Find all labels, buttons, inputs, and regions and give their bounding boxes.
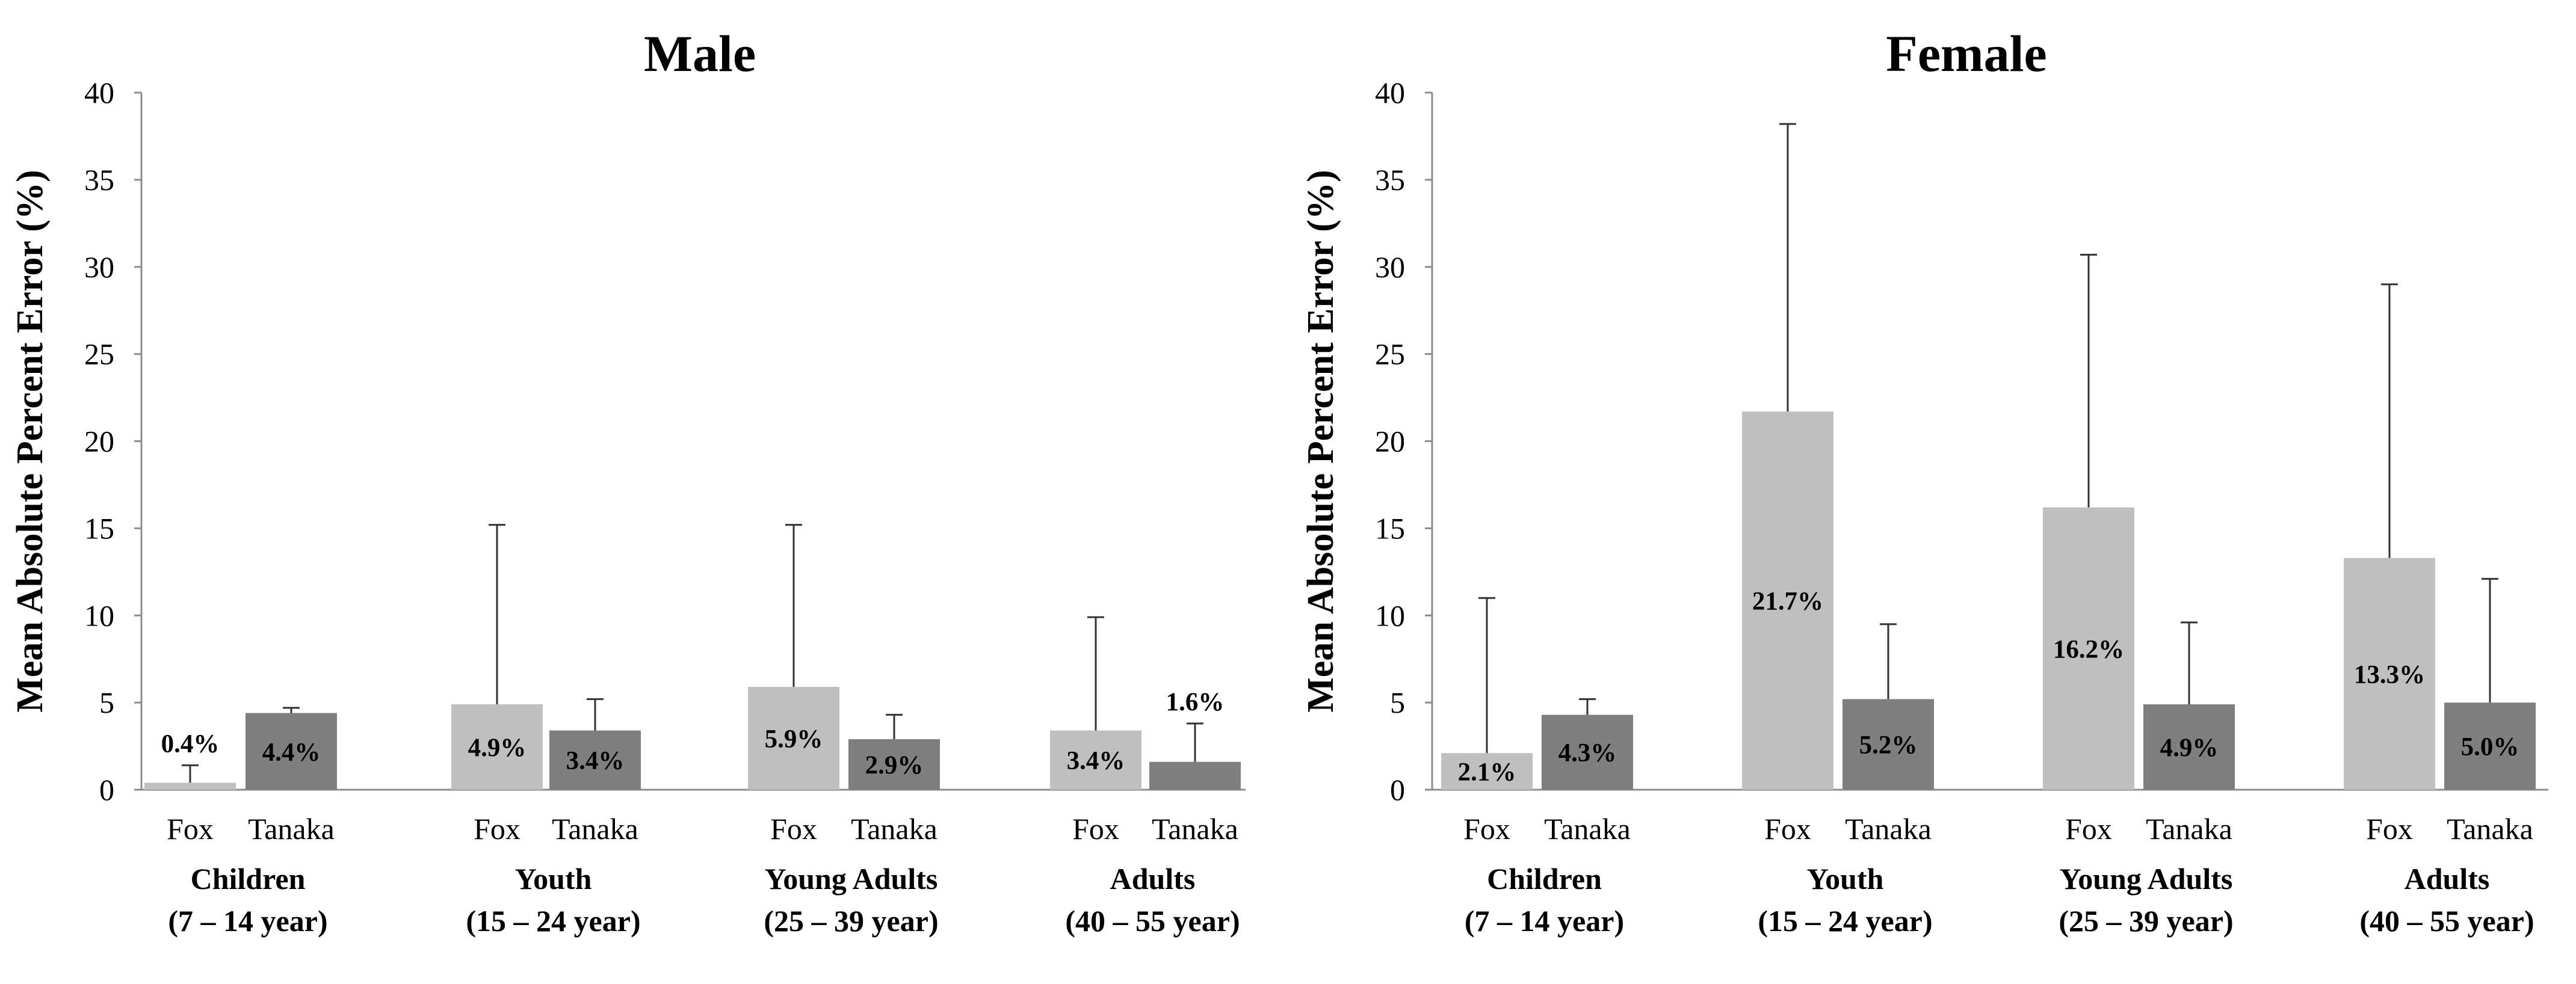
bar-fox: [144, 783, 236, 790]
group-label: Young Adults: [765, 862, 938, 896]
bar-tanaka: [2444, 703, 2536, 790]
y-axis-label: Mean Absolute Percent Error (%): [10, 170, 51, 712]
bar-tanaka: [848, 739, 940, 790]
data-label: 21.7%: [1752, 588, 1823, 616]
category-label: Fox: [1764, 812, 1811, 846]
data-label: 4.3%: [1558, 739, 1617, 767]
category-label: Tanaka: [552, 812, 638, 846]
chart-panel-female: Female Mean Absolute Percent Error (%) 0 5 1…: [1300, 25, 2548, 938]
y-tick-label: 30: [84, 250, 114, 284]
category-label: Tanaka: [1544, 812, 1631, 846]
category-label: Tanaka: [1152, 812, 1238, 846]
category-label: Fox: [2065, 812, 2112, 846]
bar-fox: [1441, 753, 1533, 790]
y-tick-label: 20: [1375, 425, 1405, 458]
y-tick-label: 5: [99, 686, 114, 719]
data-label: 5.9%: [765, 725, 823, 754]
group-range-label: (15 – 24 year): [466, 904, 640, 938]
group-range-label: (40 – 55 year): [1065, 904, 1240, 938]
y-tick-label: 5: [1390, 686, 1405, 719]
data-label: 13.3%: [2354, 660, 2425, 689]
group-label: Youth: [1807, 862, 1884, 896]
category-label: Fox: [474, 812, 520, 846]
category-label: Fox: [2366, 812, 2413, 846]
bar-tanaka: [246, 713, 337, 790]
data-label: 4.4%: [262, 738, 321, 766]
category-label: Fox: [1072, 812, 1119, 846]
group-range-label: (7 – 14 year): [1465, 904, 1624, 938]
group-range-label: (40 – 55 year): [2359, 904, 2534, 938]
category-label: Fox: [1463, 812, 1510, 846]
data-label: 2.9%: [865, 751, 924, 780]
chart-panel-male: Male Mean Absolute Percent Error (%) 0 5 10 1…: [10, 25, 1246, 938]
category-label: Tanaka: [2146, 812, 2232, 846]
group-range-label: (25 – 39 year): [764, 904, 938, 938]
group-label: Youth: [515, 862, 592, 896]
y-tick-label: 35: [84, 163, 114, 197]
data-label: 4.9%: [2160, 734, 2219, 762]
y-axis-label: Mean Absolute Percent Error (%): [1300, 170, 1341, 712]
data-label: 5.2%: [1859, 731, 1918, 760]
data-label: 16.2%: [2053, 635, 2124, 663]
category-label: Tanaka: [1845, 812, 1932, 846]
bar-tanaka: [1542, 715, 1633, 790]
group-label: Children: [191, 862, 306, 896]
bar-fox: [2043, 507, 2134, 790]
data-label: 5.0%: [2461, 733, 2519, 761]
y-tick-label: 0: [99, 773, 114, 807]
y-tick-label: 15: [1375, 511, 1405, 545]
bar-fox: [2344, 558, 2435, 790]
data-label: 0.4%: [161, 730, 220, 758]
bar-fox: [1050, 730, 1141, 790]
group-label: Adults: [2405, 862, 2490, 896]
category-label: Tanaka: [2447, 812, 2533, 846]
data-label: 1.6%: [1166, 688, 1225, 716]
y-tick-label: 35: [1375, 163, 1405, 197]
bar-tanaka: [1842, 699, 1934, 790]
group-label: Young Adults: [2060, 862, 2233, 896]
y-tick-label: 0: [1390, 773, 1405, 807]
data-label: 3.4%: [566, 747, 625, 775]
y-tick-label: 25: [84, 337, 114, 371]
y-tick-label: 20: [84, 425, 114, 458]
bar-fox: [1742, 411, 1833, 790]
category-label: Tanaka: [248, 812, 335, 846]
chart-title: Male: [644, 25, 756, 82]
y-tick-label: 15: [84, 511, 114, 545]
y-tick-label: 40: [1375, 76, 1405, 109]
bar-tanaka: [2143, 704, 2235, 790]
bar-tanaka: [549, 730, 641, 790]
group-range-label: (25 – 39 year): [2059, 904, 2233, 938]
bar-fox: [451, 704, 543, 790]
category-label: Fox: [167, 812, 214, 846]
category-label: Tanaka: [851, 812, 937, 846]
y-tick-label: 25: [1375, 337, 1405, 371]
data-label: 3.4%: [1067, 747, 1125, 775]
y-tick-label: 10: [1375, 598, 1405, 632]
y-tick-label: 30: [1375, 250, 1405, 284]
data-label: 2.1%: [1458, 758, 1516, 787]
category-label: Fox: [770, 812, 817, 846]
group-range-label: (7 – 14 year): [168, 904, 327, 938]
group-label: Adults: [1110, 862, 1196, 896]
group-range-label: (15 – 24 year): [1758, 904, 1932, 938]
group-label: Children: [1487, 862, 1602, 896]
y-tick-label: 40: [84, 76, 114, 109]
data-label: 4.9%: [468, 734, 527, 762]
chart-title: Female: [1886, 25, 2046, 82]
bar-tanaka: [1149, 761, 1241, 790]
bar-fox: [748, 687, 839, 790]
y-tick-label: 10: [84, 598, 114, 632]
